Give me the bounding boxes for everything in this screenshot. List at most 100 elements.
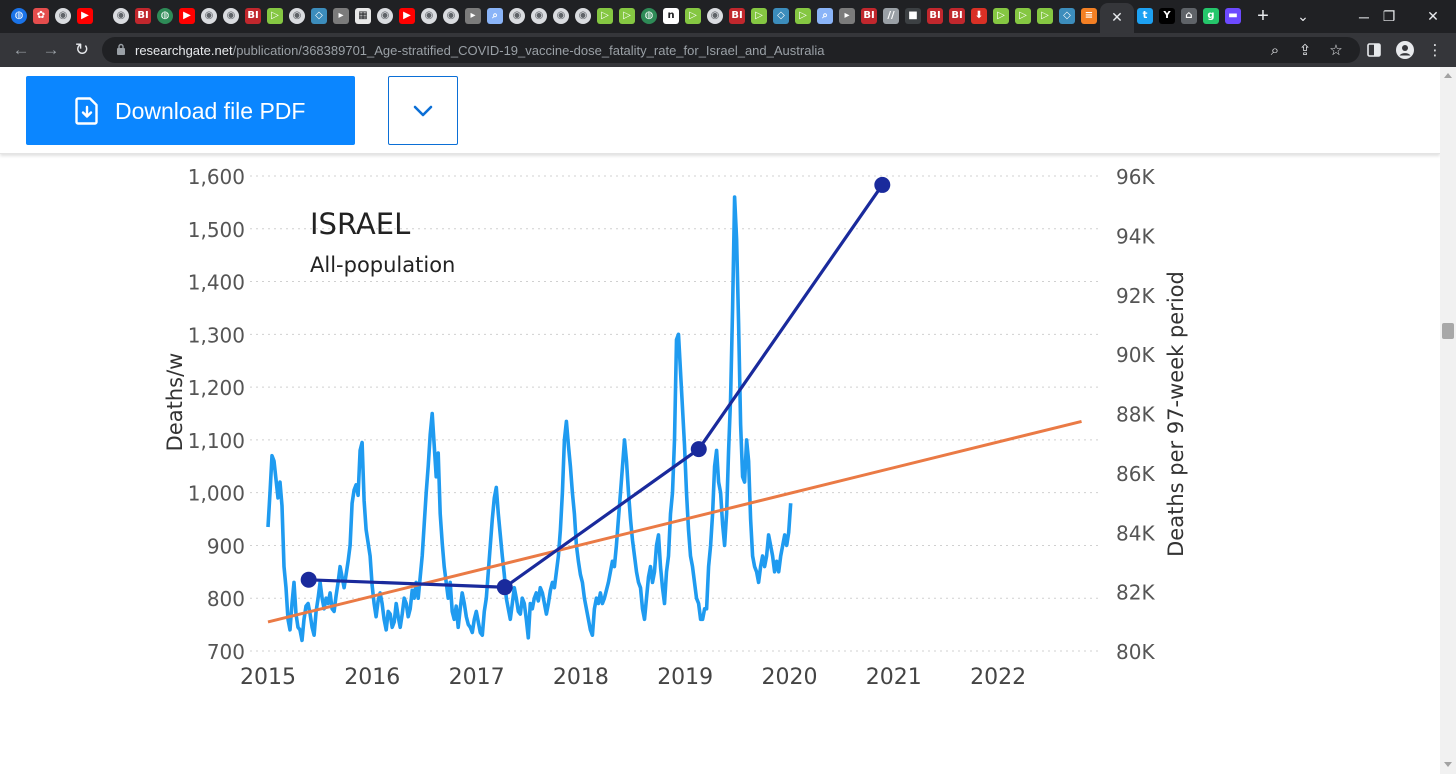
browser-tab-13[interactable]: ◉ [286, 5, 308, 27]
active-tab[interactable]: ✕ [1100, 2, 1134, 33]
y-axis-left-label: Deaths/w [163, 353, 187, 452]
scroll-down-icon[interactable] [1444, 762, 1452, 767]
browser-tab-11[interactable]: BI [242, 5, 264, 27]
browser-tab-48[interactable]: ◇ [1056, 5, 1078, 27]
browser-tab-54[interactable]: ▬ [1222, 5, 1244, 27]
browser-tab-45[interactable]: ▷ [990, 5, 1012, 27]
page-scrollbar[interactable] [1440, 67, 1456, 774]
browser-tab-39[interactable]: BI [858, 5, 880, 27]
browser-tab-44[interactable]: ⬇ [968, 5, 990, 27]
browser-tab-36[interactable]: ▷ [792, 5, 814, 27]
page-icon: ◉ [421, 8, 437, 24]
browser-tab-18[interactable]: ▶ [396, 5, 418, 27]
browser-tab-2[interactable]: ◉ [52, 5, 74, 27]
browser-tab-50[interactable]: t [1134, 5, 1156, 27]
browser-tab-21[interactable]: ▸ [462, 5, 484, 27]
x-tick-label: 2015 [240, 665, 296, 690]
browser-tab-12[interactable]: ▷ [264, 5, 286, 27]
browser-tab-37[interactable]: ⌕ [814, 5, 836, 27]
browser-tab-5[interactable]: ◉ [110, 5, 132, 27]
scroll-up-icon[interactable] [1444, 73, 1452, 78]
page-icon: ◉ [55, 8, 71, 24]
browser-tab-35[interactable]: ◇ [770, 5, 792, 27]
browser-tab-33[interactable]: BI [726, 5, 748, 27]
page-icon: ◉ [201, 8, 217, 24]
download-pdf-button[interactable]: Download file PDF [26, 76, 355, 145]
browser-tab-20[interactable]: ◉ [440, 5, 462, 27]
close-tab-icon[interactable]: ✕ [1111, 9, 1123, 25]
browser-tab-27[interactable]: ▷ [594, 5, 616, 27]
browser-tab-38[interactable]: ▸ [836, 5, 858, 27]
rumble-icon: ▷ [1037, 8, 1053, 24]
profile-avatar-icon[interactable] [1396, 41, 1414, 59]
back-icon[interactable]: ← [12, 40, 30, 59]
period-deaths-points [300, 176, 891, 596]
substack-icon: ▸ [465, 8, 481, 24]
page-icon: ◉ [377, 8, 393, 24]
browser-tab-22[interactable]: ⌕ [484, 5, 506, 27]
y-left-tick-label: 1,300 [188, 323, 245, 347]
browser-tab-24[interactable]: ◉ [528, 5, 550, 27]
period-deaths-point [874, 176, 891, 193]
reload-icon[interactable]: ↻ [74, 40, 90, 59]
browser-tab-17[interactable]: ◉ [374, 5, 396, 27]
browser-tab-9[interactable]: ◉ [198, 5, 220, 27]
shield-icon: ◇ [1059, 8, 1075, 24]
menu-kebab-icon[interactable]: ⋮ [1427, 42, 1443, 59]
browser-tab-1[interactable]: ✿ [30, 5, 52, 27]
browser-tab-8[interactable]: ▶ [176, 5, 198, 27]
y-right-tick-label: 84K [1116, 521, 1155, 545]
browser-tab-42[interactable]: BI [924, 5, 946, 27]
more-options-button[interactable] [388, 76, 458, 145]
browser-tab-15[interactable]: ▸ [330, 5, 352, 27]
browser-tab-46[interactable]: ▷ [1012, 5, 1034, 27]
browser-tab-25[interactable]: ◉ [550, 5, 572, 27]
browser-tab-7[interactable]: ◍ [154, 5, 176, 27]
y-left-tick-label: 1,600 [188, 165, 245, 189]
browser-tab-0[interactable]: ◍ [8, 5, 30, 27]
browser-tab-3[interactable]: ▶ [74, 5, 96, 27]
browser-tab-32[interactable]: ◉ [704, 5, 726, 27]
file-download-icon [75, 97, 98, 125]
bi-icon: BI [245, 8, 261, 24]
bookmark-star-icon[interactable]: ☆ [1329, 42, 1343, 59]
minimize-icon[interactable]: ─ [1359, 8, 1369, 25]
scrollbar-thumb[interactable] [1442, 323, 1454, 339]
page-icon: ◉ [575, 8, 591, 24]
browser-tab-34[interactable]: ▷ [748, 5, 770, 27]
browser-tab-52[interactable]: ⌂ [1178, 5, 1200, 27]
new-tab-icon[interactable]: + [1257, 4, 1269, 27]
browser-tab-40[interactable]: // [880, 5, 902, 27]
browser-tab-23[interactable]: ◉ [506, 5, 528, 27]
browser-tab-41[interactable]: ■ [902, 5, 924, 27]
tab-search-icon[interactable]: ⌄ [1297, 8, 1309, 24]
page-icon: ◉ [707, 8, 723, 24]
browser-tab-28[interactable]: ▷ [616, 5, 638, 27]
browser-tab-29[interactable]: ◍ [638, 5, 660, 27]
browser-tab-51[interactable]: Y [1156, 5, 1178, 27]
side-panel-icon[interactable] [1365, 41, 1383, 59]
browser-tab-19[interactable]: ◉ [418, 5, 440, 27]
forward-icon[interactable]: → [42, 40, 60, 59]
game-icon: ✿ [33, 8, 49, 24]
browser-tab-31[interactable]: ▷ [682, 5, 704, 27]
browser-tab-16[interactable]: ▦ [352, 5, 374, 27]
close-window-icon[interactable]: ✕ [1427, 8, 1439, 24]
browser-tab-10[interactable]: ◉ [220, 5, 242, 27]
search-icon: ⌕ [817, 8, 833, 24]
browser-tab-43[interactable]: BI [946, 5, 968, 27]
browser-tab-26[interactable]: ◉ [572, 5, 594, 27]
browser-tab-6[interactable]: BI [132, 5, 154, 27]
shield-icon: ◇ [311, 8, 327, 24]
browser-tab-53[interactable]: g [1200, 5, 1222, 27]
zoom-icon[interactable]: ⌕ [1270, 41, 1280, 59]
page-icon: ◉ [113, 8, 129, 24]
browser-tab-14[interactable]: ◇ [308, 5, 330, 27]
browser-tab-30[interactable]: n [660, 5, 682, 27]
browser-tab-49[interactable]: ≡ [1078, 5, 1100, 27]
bi-icon: BI [927, 8, 943, 24]
share-icon[interactable]: ⇪ [1298, 42, 1312, 59]
browser-tab-47[interactable]: ▷ [1034, 5, 1056, 27]
restore-icon[interactable]: ❐ [1382, 8, 1396, 24]
address-bar[interactable]: researchgate.net/publication/368389701_A… [102, 37, 1360, 63]
